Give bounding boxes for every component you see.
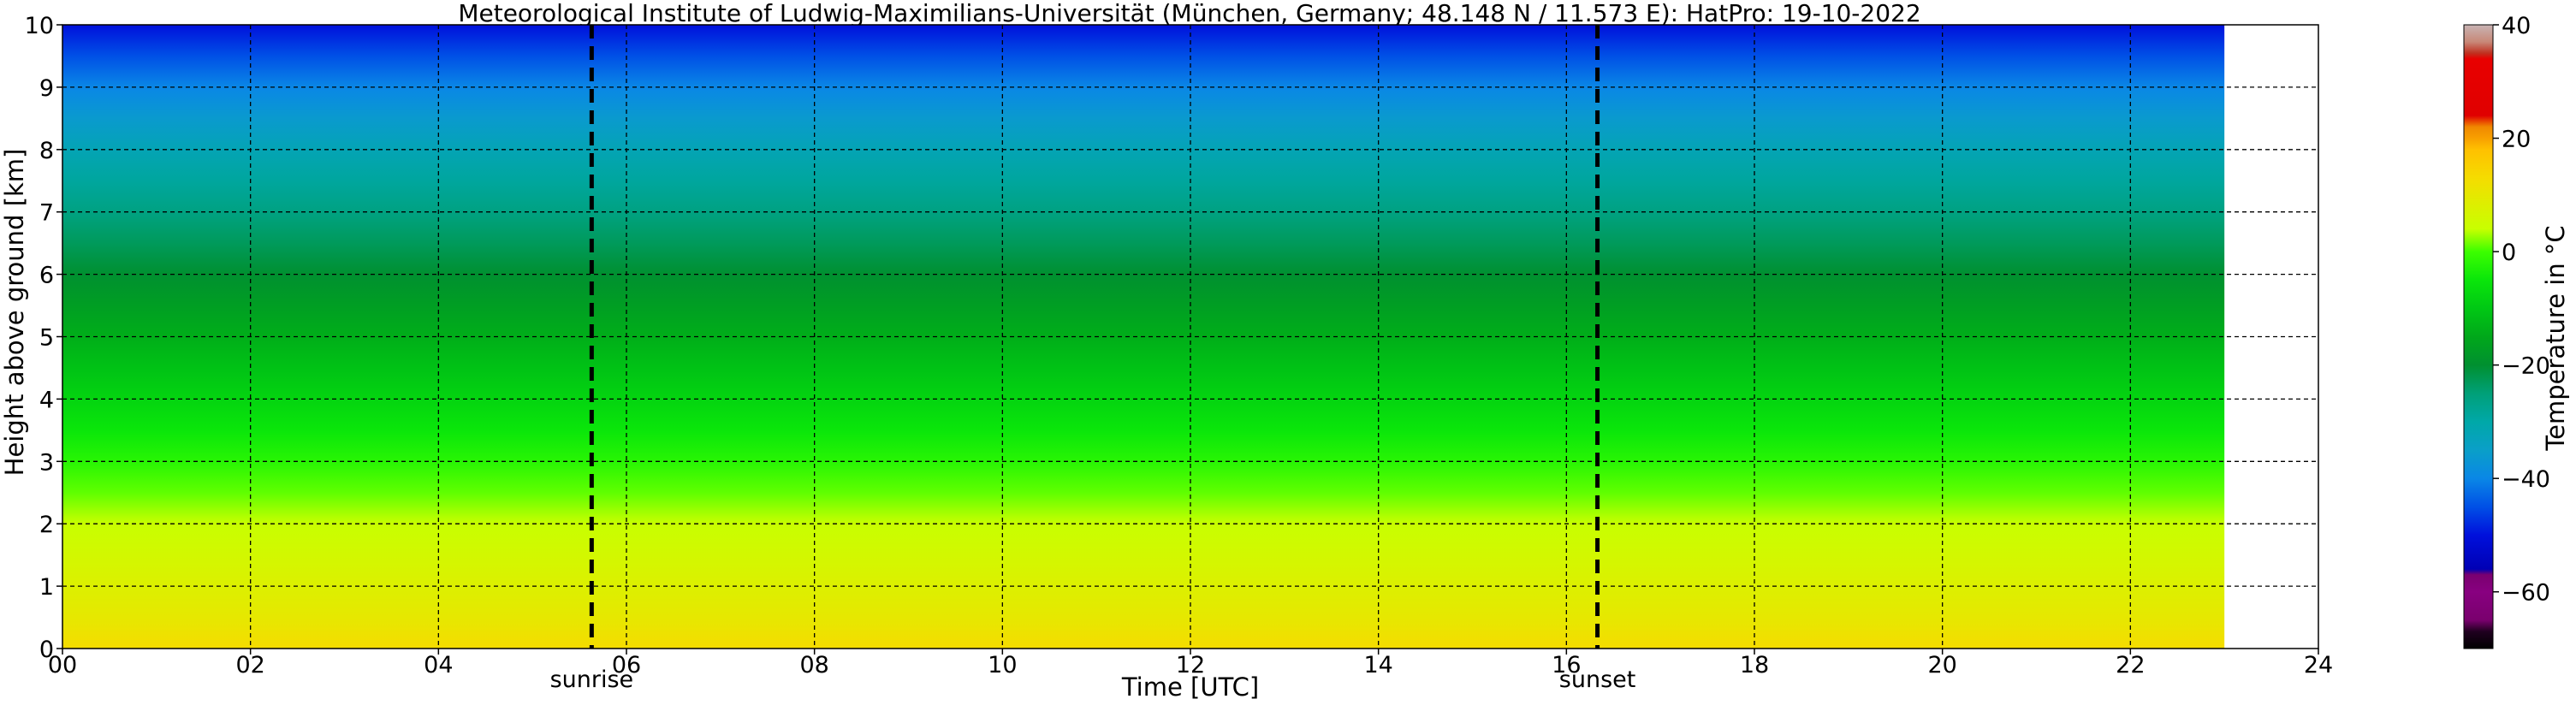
y-tick-label: 8 [39,138,54,164]
y-tick-label: 3 [39,449,54,476]
y-tick-label: 2 [39,512,54,538]
chart-title: Meteorological Institute of Ludwig-Maxim… [458,0,1920,27]
y-tick-label: 1 [39,574,54,601]
y-tick-label: 5 [39,325,54,352]
colorbar-tick-label: 0 [2502,240,2516,266]
x-tick-label: 06 [612,652,641,678]
colorbar-tick-label: −60 [2502,580,2550,607]
sun-markers: sunrise sunset [550,25,1636,693]
x-tick-label: 20 [1927,652,1956,678]
y-tick-label: 4 [39,387,54,413]
y-tick-label: 6 [39,263,54,289]
colorbar-tick-label: −20 [2502,353,2550,380]
colorbar-ticks: 40 20 0 −20 −40 −60 [2493,13,2550,607]
colorbar [2463,24,2494,649]
x-tick-label: 08 [799,652,828,678]
x-tick-label: 16 [1552,652,1581,678]
colorbar-tick-label: 20 [2502,127,2531,153]
x-tick-label: 02 [235,652,264,678]
x-tick-label: 22 [2116,652,2145,678]
grid [62,25,2318,649]
colorbar-tick-label: −40 [2502,466,2550,493]
x-axis-ticks: 00 02 04 06 08 10 12 14 16 18 20 22 24 [48,649,2333,678]
y-tick-label: 0 [39,637,54,663]
y-axis-ticks: 0 1 2 3 4 5 6 7 8 9 10 [25,13,62,663]
x-tick-label: 24 [2304,652,2333,678]
x-tick-label: 00 [48,652,77,678]
y-tick-label: 9 [39,75,54,102]
y-tick-label: 7 [39,200,54,227]
y-tick-label: 10 [25,13,54,39]
x-axis-label: Time [UTC] [1121,672,1259,702]
x-tick-label: 10 [988,652,1017,678]
x-tick-label: 12 [1176,652,1205,678]
sunrise-label: sunrise [550,666,634,693]
x-tick-label: 04 [424,652,453,678]
sunset-label: sunset [1559,666,1636,693]
colorbar-label: Temperature in °C [2541,225,2570,451]
y-axis-label: Height above ground [km] [0,149,29,477]
colorbar-tick-label: 40 [2502,13,2531,39]
x-tick-label: 18 [1740,652,1769,678]
x-tick-label: 14 [1363,652,1392,678]
colorbar-gradient [2463,24,2494,649]
